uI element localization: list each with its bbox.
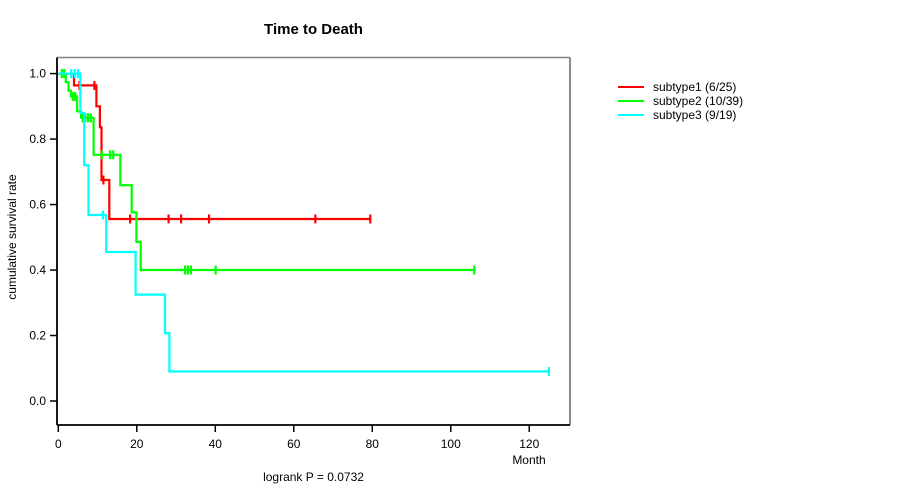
legend-label-subtype1: subtype1 (6/25) [653,80,737,94]
legend-label-subtype2: subtype2 (10/39) [653,94,744,108]
x-axis-title: Month [512,453,546,467]
logrank-pvalue: logrank P = 0.0732 [263,470,364,484]
y-axis-title: cumulative survival rate [5,174,19,300]
y-tick-label: 0.6 [29,198,46,212]
survival-curve-subtype3 [58,72,549,373]
y-tick-label: 0.2 [29,329,46,343]
chart-title: Time to Death [264,21,363,38]
y-tick-label: 0.4 [29,263,46,277]
x-tick-label: 100 [441,437,461,451]
legend-line-swatch-subtype2 [618,100,644,102]
legend-item-subtype3: subtype3 (9/19) [618,108,743,122]
legend-item-subtype1: subtype1 (6/25) [618,80,743,94]
legend-line-swatch-subtype1 [618,86,644,88]
x-tick-label: 80 [366,437,380,451]
legend-line-swatch-subtype3 [618,114,644,116]
x-tick-label: 0 [55,437,62,451]
y-tick-label: 1.0 [29,67,46,81]
y-tick-label: 0.0 [29,394,46,408]
legend-item-subtype2: subtype2 (10/39) [618,94,743,108]
y-tick-label: 0.8 [29,132,46,146]
survival-curve-subtype1 [58,72,371,221]
legend: subtype1 (6/25) subtype2 (10/39) subtype3 … [618,80,743,122]
survival-curve-subtype2 [58,72,475,272]
x-tick-label: 120 [519,437,539,451]
x-tick-label: 20 [130,437,144,451]
x-tick-label: 40 [209,437,223,451]
x-tick-label: 60 [287,437,301,451]
legend-label-subtype3: subtype3 (9/19) [653,108,737,122]
